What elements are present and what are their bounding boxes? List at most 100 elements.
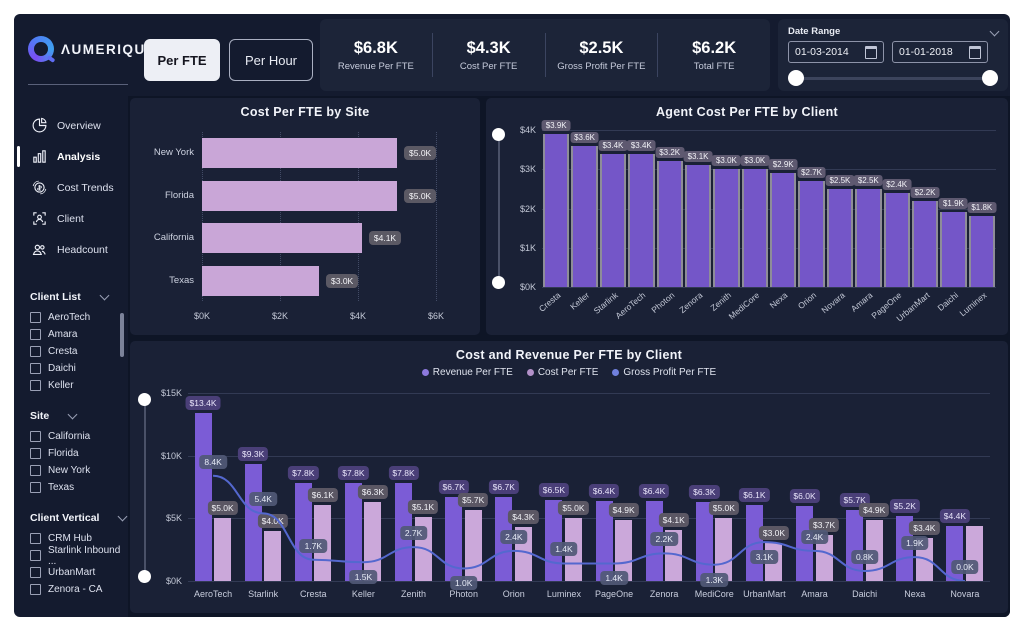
cost-bar[interactable]	[214, 518, 232, 581]
revenue-bar[interactable]	[445, 497, 463, 581]
filter-header[interactable]: Client List	[30, 290, 128, 303]
filter-option[interactable]: Amara	[30, 326, 128, 343]
bar[interactable]	[684, 165, 712, 287]
date-start-input[interactable]: 01-03-2014	[788, 41, 884, 63]
bar[interactable]	[202, 265, 319, 296]
logo-text: ΛUMERIQU	[61, 41, 146, 57]
bar[interactable]	[826, 188, 854, 287]
cost-bar[interactable]	[815, 534, 833, 581]
slider-handle-bottom[interactable]	[492, 276, 505, 289]
checkbox[interactable]	[30, 448, 41, 459]
checkbox[interactable]	[30, 431, 41, 442]
filter-option[interactable]: AeroTech	[30, 309, 128, 326]
legend-item[interactable]: Gross Profit Per FTE	[612, 367, 716, 378]
sidebar-item-cost-trends[interactable]: Cost Trends	[14, 172, 128, 203]
gridline	[188, 393, 990, 394]
date-end-input[interactable]: 01-01-2018	[892, 41, 988, 63]
filter-option[interactable]: UrbanMart	[30, 564, 128, 581]
filter-option[interactable]: Daichi	[30, 360, 128, 377]
cost-label: $6.1K	[307, 487, 338, 502]
data-label: $3.6K	[570, 131, 600, 143]
x-axis-label: Nexa	[767, 290, 790, 311]
bar[interactable]	[798, 181, 825, 287]
slider-handle-bottom[interactable]	[138, 570, 151, 583]
sidebar-item-analysis[interactable]: Analysis	[14, 141, 128, 172]
sidebar-item-client[interactable]: Client	[14, 203, 128, 234]
bar[interactable]	[202, 223, 362, 253]
cost-label: $5.1K	[407, 500, 439, 515]
filter-option-label: Starlink Inbound ...	[48, 544, 121, 567]
revenue-bar[interactable]	[344, 483, 362, 581]
bar[interactable]	[770, 173, 797, 287]
filter-option[interactable]: Zenora - CA	[30, 581, 128, 598]
x-axis-tick: $0K	[193, 311, 211, 321]
filter-option[interactable]: Florida	[30, 445, 128, 462]
filter-option[interactable]: Cresta	[30, 343, 128, 360]
cost-bar[interactable]	[615, 519, 633, 581]
checkbox[interactable]	[30, 380, 41, 391]
revenue-bar[interactable]	[595, 500, 613, 581]
filter-option[interactable]: CRM Hub	[30, 530, 128, 547]
checkbox[interactable]	[30, 533, 41, 544]
filter-option[interactable]: Starlink Inbound ...	[30, 544, 128, 567]
bar[interactable]	[713, 169, 740, 287]
revenue-bar[interactable]	[294, 483, 312, 581]
date-slider-handle-end[interactable]	[982, 70, 998, 86]
filter-option-label: Daichi	[48, 363, 76, 374]
x-axis-label: PageOne	[595, 589, 634, 599]
cost-bar[interactable]	[464, 509, 482, 581]
legend-item[interactable]: Cost Per FTE	[526, 367, 598, 378]
bar[interactable]	[940, 212, 967, 287]
logo-icon	[28, 36, 54, 62]
bar-slot: $2.9K Nexa	[768, 130, 798, 310]
sidebar-item-overview[interactable]: Overview	[14, 110, 128, 141]
filter-option[interactable]: New York	[30, 462, 128, 479]
bar[interactable]	[571, 145, 598, 287]
x-axis-label: Zenora	[677, 290, 705, 315]
chart-zoom-slider[interactable]	[492, 128, 506, 289]
gridline	[188, 581, 990, 582]
chevron-down-icon[interactable]	[989, 26, 1000, 37]
bar[interactable]	[628, 153, 655, 287]
scrollbar[interactable]	[120, 313, 124, 357]
checkbox[interactable]	[30, 363, 41, 374]
legend-item[interactable]: Revenue Per FTE	[421, 367, 513, 378]
per-fte-button[interactable]: Per FTE	[144, 39, 220, 81]
filter-header[interactable]: Site	[30, 409, 128, 422]
sidebar-item-headcount[interactable]: Headcount	[14, 234, 128, 265]
per-hour-button[interactable]: Per Hour	[229, 39, 313, 81]
bar[interactable]	[911, 200, 939, 287]
calendar-icon	[969, 45, 981, 59]
checkbox[interactable]	[30, 329, 41, 340]
bar[interactable]	[599, 153, 627, 287]
filter-option[interactable]: California	[30, 428, 128, 445]
revenue-bar[interactable]	[695, 502, 713, 581]
calendar-icon	[865, 45, 877, 59]
slider-handle-top[interactable]	[138, 393, 151, 406]
checkbox[interactable]	[30, 584, 41, 595]
cost-bar[interactable]	[264, 530, 282, 581]
date-slider-track[interactable]	[794, 77, 992, 80]
bar[interactable]	[855, 188, 882, 287]
checkbox[interactable]	[30, 346, 41, 357]
filter-option[interactable]: Keller	[30, 377, 128, 394]
bar[interactable]	[883, 192, 910, 287]
bar[interactable]	[202, 138, 397, 168]
checkbox[interactable]	[30, 312, 41, 323]
slider-handle-top[interactable]	[492, 128, 505, 141]
checkbox[interactable]	[30, 482, 41, 493]
checkbox[interactable]	[30, 550, 41, 561]
filter-header[interactable]: Client Vertical	[30, 511, 128, 524]
gridline	[279, 132, 281, 301]
checkbox[interactable]	[30, 567, 41, 578]
checkbox[interactable]	[30, 465, 41, 476]
bar[interactable]	[202, 180, 397, 211]
bar[interactable]	[741, 169, 768, 287]
bar[interactable]	[968, 216, 995, 287]
chart-zoom-slider[interactable]	[138, 393, 152, 583]
bar[interactable]	[656, 161, 683, 287]
pie-chart-icon	[30, 117, 48, 135]
date-slider-handle-start[interactable]	[788, 70, 804, 86]
filter-option[interactable]: Texas	[30, 479, 128, 496]
bar[interactable]	[543, 133, 570, 287]
